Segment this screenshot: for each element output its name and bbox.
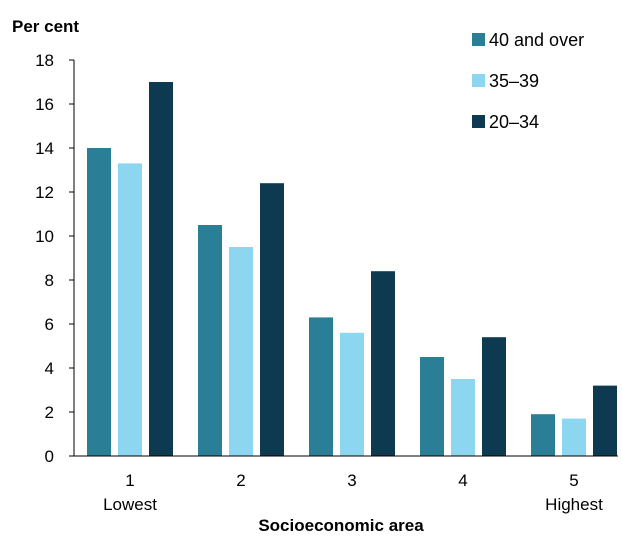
bar-1-5 (531, 414, 555, 456)
y-tick-label: 18 (35, 51, 54, 70)
x-tick-label: 2 (236, 471, 245, 490)
bar-2-3 (340, 332, 364, 456)
bar-3-5 (593, 385, 617, 456)
y-tick-label: 10 (35, 227, 54, 246)
legend-label: 35–39 (489, 71, 539, 91)
y-tick-label: 8 (45, 271, 54, 290)
bar-2-1 (118, 163, 142, 456)
y-axis: 0 2 4 6 8 10 12 14 16 18 (35, 51, 75, 466)
legend-swatch (472, 33, 485, 46)
x-tick-label: 1 (125, 471, 134, 490)
bar-3-3 (371, 271, 395, 456)
bars-group (87, 82, 617, 456)
bar-3-2 (260, 183, 284, 456)
legend-label: 40 and over (489, 30, 584, 50)
bar-2-2 (229, 247, 253, 456)
legend: 40 and over 35–39 20–34 (472, 30, 584, 132)
bar-1-1 (87, 148, 111, 456)
x-tick-label: 5 (569, 471, 578, 490)
y-tick-label: 12 (35, 183, 54, 202)
x-axis: 1 Lowest 2 3 4 5 Highest (74, 455, 618, 514)
bar-3-1 (149, 82, 173, 456)
x-axis-title: Socioeconomic area (258, 516, 424, 535)
y-tick-label: 14 (35, 139, 54, 158)
legend-swatch (472, 115, 485, 128)
y-tick-label: 16 (35, 95, 54, 114)
legend-label: 20–34 (489, 112, 539, 132)
bar-1-2 (198, 225, 222, 456)
x-tick-sublabel: Highest (545, 495, 603, 514)
bar-2-5 (562, 418, 586, 456)
bar-1-3 (309, 317, 333, 456)
x-tick-label: 4 (458, 471, 467, 490)
x-tick-label: 3 (347, 471, 356, 490)
bar-3-4 (482, 337, 506, 456)
bar-2-4 (451, 379, 475, 456)
y-tick-label: 6 (45, 315, 54, 334)
y-tick-label: 4 (45, 359, 54, 378)
x-tick-sublabel: Lowest (103, 495, 157, 514)
y-tick-label: 0 (45, 447, 54, 466)
y-axis-title: Per cent (12, 17, 79, 36)
y-tick-label: 2 (45, 403, 54, 422)
bar-1-4 (420, 357, 444, 456)
legend-swatch (472, 74, 485, 87)
